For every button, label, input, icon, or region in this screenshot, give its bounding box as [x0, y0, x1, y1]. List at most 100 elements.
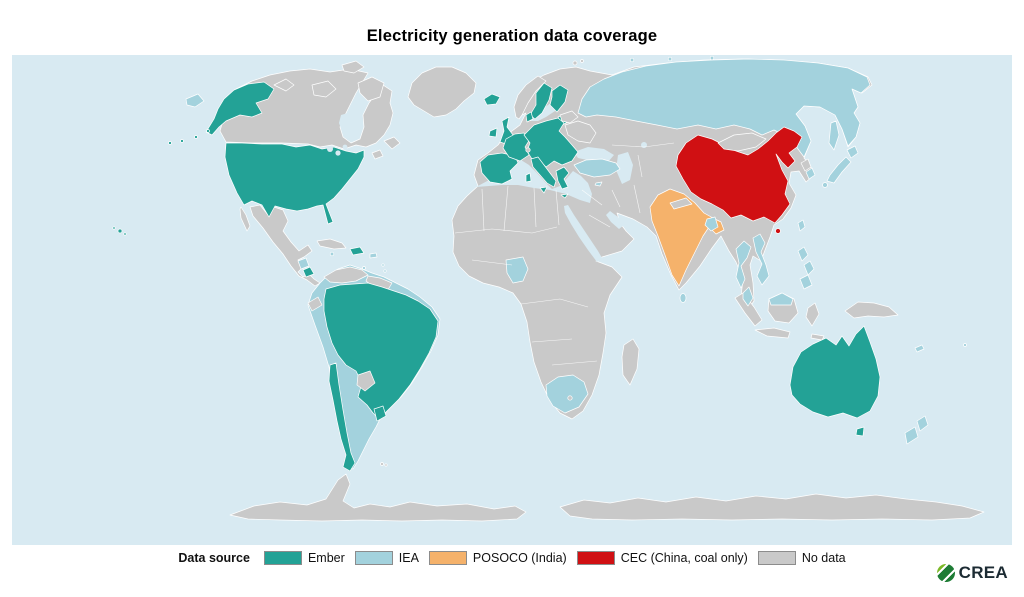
world-map [12, 55, 1012, 545]
svalbard-2 [580, 59, 584, 63]
antarctica-west [229, 473, 527, 522]
island-cyprus [594, 181, 603, 187]
island-fiji [963, 343, 967, 347]
island-taiwan [797, 219, 806, 232]
usa-hawaii-2 [112, 226, 116, 230]
arctic-island-victoria [311, 80, 337, 98]
country-denmark [525, 111, 534, 123]
ember-swatch [263, 551, 302, 565]
arctic-island-ru2 [667, 56, 673, 62]
country-south-africa [545, 374, 589, 414]
country-mongolia [717, 132, 767, 152]
new-zealand-south [904, 426, 919, 445]
arctic-island-ru3 [709, 55, 715, 61]
country-bangladesh [704, 216, 719, 232]
island-hainan [775, 228, 781, 234]
usa-alaska [205, 81, 275, 136]
iea-label: IEA [398, 551, 419, 565]
hudson-bay [339, 111, 363, 140]
iberia-spain-portugal [479, 152, 519, 185]
nodata-label: No data [801, 551, 846, 565]
black-sea [574, 147, 614, 162]
new-zealand-north [916, 415, 929, 432]
country-norway [513, 75, 547, 120]
island-jamaica [329, 251, 335, 257]
country-mexico-central-america [249, 204, 321, 287]
island-puerto-rico [369, 252, 378, 259]
country-greenland [407, 66, 477, 118]
philippines-visayas [803, 260, 815, 276]
country-belarus [559, 110, 579, 124]
island-hispaniola [349, 246, 365, 256]
cec-swatch [576, 551, 615, 565]
japan-hokkaido [846, 145, 859, 159]
country-australia [789, 325, 881, 419]
svalbard [572, 60, 578, 66]
iea-swatch [354, 551, 393, 565]
country-nigeria [505, 256, 529, 284]
lesser-antilles-2 [383, 269, 387, 273]
ocean [12, 55, 1012, 545]
aleutian-1 [206, 129, 210, 133]
country-finland [549, 84, 569, 113]
legend: Data source Ember IEA POSOCO (India) CEC… [0, 551, 1024, 565]
crea-logo: CREA [936, 563, 1008, 583]
persian-gulf [606, 211, 624, 229]
crea-logo-text: CREA [958, 563, 1008, 582]
usa-hawaii-3 [123, 232, 127, 236]
island-tasmania [855, 426, 865, 437]
country-costa-rica [302, 266, 315, 278]
legend-item-posoco: POSOCO (India) [428, 551, 567, 565]
legend-item-nodata: No data [757, 551, 846, 565]
country-sri-lanka [679, 293, 687, 303]
country-malaysia-borneo [768, 292, 794, 306]
falkland-2 [384, 463, 388, 467]
central-europe-eu [523, 117, 579, 168]
country-ireland [488, 127, 498, 138]
coverage-overlays [112, 55, 967, 472]
country-thailand [735, 240, 752, 289]
country-nepal [669, 197, 693, 210]
country-turkey [573, 158, 621, 178]
arctic-island-banks [273, 78, 295, 92]
red-sea [564, 205, 602, 262]
baja-california [239, 206, 251, 232]
chukotka-fragment [185, 93, 205, 108]
japan-kyushu [822, 182, 828, 188]
country-switzerland [525, 147, 531, 153]
island-sulawesi [805, 302, 820, 327]
country-north-korea [800, 158, 812, 172]
country-chile [328, 362, 356, 472]
country-uruguay [373, 405, 387, 422]
arctic-island-ru1 [629, 57, 635, 63]
country-venezuela [323, 266, 369, 284]
aleutian-2 [194, 135, 198, 139]
crea-logo-icon [936, 564, 955, 582]
island-cuba [316, 238, 347, 250]
island-sicily [539, 186, 548, 194]
philippines-luzon [797, 246, 809, 262]
island-crete [560, 193, 569, 199]
cec-label: CEC (China, coal only) [620, 551, 748, 565]
country-nicaragua [297, 257, 310, 270]
usa-hawaii [117, 228, 123, 234]
country-south-korea [805, 167, 816, 180]
island-sakhalin [828, 120, 840, 151]
country-lesotho [567, 395, 573, 401]
country-usa [224, 142, 365, 225]
country-greece [555, 166, 570, 190]
country-ecuador [307, 296, 323, 312]
country-sweden [529, 82, 553, 120]
ember-label: Ember [307, 551, 345, 565]
country-vietnam [752, 233, 770, 286]
country-china [675, 126, 803, 224]
great-lakes [327, 144, 348, 156]
country-malaysia-peninsula [742, 286, 754, 307]
lesser-antilles-1 [381, 263, 385, 267]
japan-honshu [826, 156, 852, 184]
aleutian-4 [168, 141, 172, 145]
legend-item-iea: IEA [354, 551, 419, 565]
philippines-mindanao [799, 274, 813, 290]
antarctica-east [559, 493, 985, 521]
